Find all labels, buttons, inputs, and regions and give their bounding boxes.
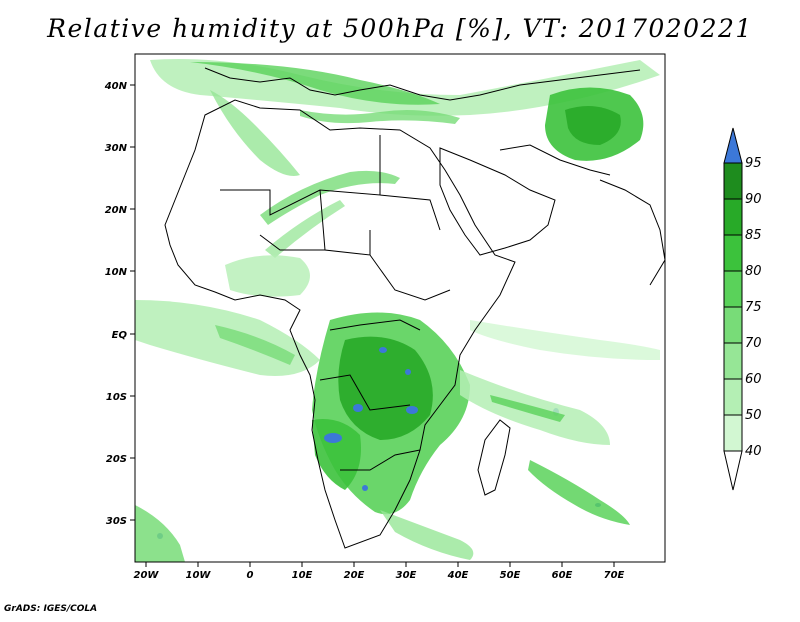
colorbar-label: 75 <box>745 300 762 315</box>
colorbar-label: 40 <box>745 444 762 459</box>
lat-label: 30S <box>106 516 127 527</box>
plot-title: Relative humidity at 500hPa [%], VT: 201… <box>47 14 753 43</box>
arabian-peninsula <box>439 147 556 256</box>
humidity-area-central-africa-core <box>338 336 433 440</box>
lon-label: 20W <box>134 570 160 581</box>
humidity-area-sahara-streak-2 <box>260 170 400 225</box>
lat-label: 10N <box>105 267 128 278</box>
humidity-area-afghanistan-core <box>565 106 621 145</box>
lon-label: 50E <box>500 570 521 581</box>
lat-label: 20S <box>106 454 127 465</box>
lat-label: 10S <box>106 392 127 403</box>
colorbar-swatch-85 <box>723 198 743 236</box>
humidity-area-sahara-streak-1 <box>210 90 300 176</box>
lat-label: 30N <box>105 143 128 154</box>
humidity-area-madagascar-streak <box>528 460 630 525</box>
coastlines <box>164 67 665 549</box>
colorbar-swatch-75 <box>723 270 743 308</box>
latitude-labels: 40N 30N 20N 10N EQ 10S 20S 30S <box>104 81 128 527</box>
lon-label: 60E <box>552 570 573 581</box>
europe-coast <box>204 67 641 101</box>
humidity-area-angola <box>312 419 361 490</box>
humidity-area-europe <box>190 62 440 105</box>
india-coast <box>599 179 665 286</box>
colorbar-label: 90 <box>745 192 762 207</box>
border-lines <box>220 135 451 471</box>
colorbar-swatch-70 <box>723 306 743 344</box>
colorbar-under-arrow <box>723 450 743 491</box>
humidity-area-west-africa <box>225 255 310 297</box>
colorbar-label: 70 <box>745 336 762 351</box>
colorbar <box>723 127 743 491</box>
humidity-area-southwest <box>135 505 185 562</box>
humidity-area-sahara-streak-3 <box>265 200 345 258</box>
colorbar-label: 50 <box>745 408 762 423</box>
colorbar-swatch-60 <box>723 342 743 380</box>
colorbar-swatch-80 <box>723 234 743 272</box>
colorbar-labels: 95 90 85 80 75 70 60 50 40 <box>745 156 762 459</box>
lon-label: 0 <box>247 570 254 581</box>
humidity-area-indian-ocean-core <box>490 395 565 422</box>
iran-coast <box>499 144 611 176</box>
lat-label: EQ <box>112 330 128 341</box>
footer-credit: GrADS: IGES/COLA <box>4 604 98 614</box>
humidity-area-south-africa-coast <box>380 510 474 560</box>
longitude-labels: 20W 10W 0 10E 20E 30E 40E 50E 60E 70E <box>134 570 625 581</box>
colorbar-over-arrow <box>723 127 743 164</box>
colorbar-swatch-90 <box>723 162 743 200</box>
colorbar-swatch-50 <box>723 378 743 416</box>
humidity-area-arabian-band <box>470 320 660 360</box>
lon-label: 10W <box>186 570 212 581</box>
lat-label: 40N <box>104 81 128 92</box>
axis-ticks <box>130 84 615 567</box>
africa-coastline <box>164 99 516 549</box>
humidity-shading <box>135 59 660 562</box>
lon-label: 20E <box>344 570 365 581</box>
humidity-area-med-streak <box>300 110 460 124</box>
lon-label: 10E <box>292 570 313 581</box>
colorbar-label: 60 <box>745 372 762 387</box>
colorbar-label: 85 <box>745 228 762 243</box>
humidity-area-atlantic-core <box>215 325 295 365</box>
lon-label: 40E <box>447 570 469 581</box>
colorbar-swatch-40 <box>723 414 743 452</box>
lat-label: 20N <box>105 205 128 216</box>
colorbar-label: 80 <box>745 264 762 279</box>
colorbar-label: 95 <box>745 156 762 171</box>
lon-label: 70E <box>604 570 625 581</box>
lon-label: 30E <box>396 570 417 581</box>
madagascar <box>477 419 511 496</box>
map-frame <box>134 53 666 563</box>
